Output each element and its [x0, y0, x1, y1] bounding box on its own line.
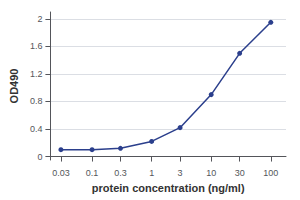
svg-text:1.2: 1.2	[30, 69, 43, 79]
svg-text:0.03: 0.03	[52, 168, 70, 178]
svg-text:0: 0	[37, 152, 42, 162]
svg-text:protein concentration (ng/ml): protein concentration (ng/ml)	[92, 182, 245, 194]
svg-text:2: 2	[37, 14, 42, 24]
svg-text:30: 30	[235, 168, 245, 178]
svg-text:OD490: OD490	[8, 69, 20, 104]
svg-text:3: 3	[178, 168, 183, 178]
svg-text:1: 1	[149, 168, 154, 178]
svg-text:0.4: 0.4	[30, 124, 43, 134]
svg-text:0.8: 0.8	[30, 96, 43, 106]
svg-text:100: 100	[263, 168, 278, 178]
svg-text:1.6: 1.6	[30, 41, 43, 51]
svg-text:0.1: 0.1	[86, 168, 99, 178]
svg-text:0.3: 0.3	[114, 168, 127, 178]
svg-text:10: 10	[206, 168, 216, 178]
